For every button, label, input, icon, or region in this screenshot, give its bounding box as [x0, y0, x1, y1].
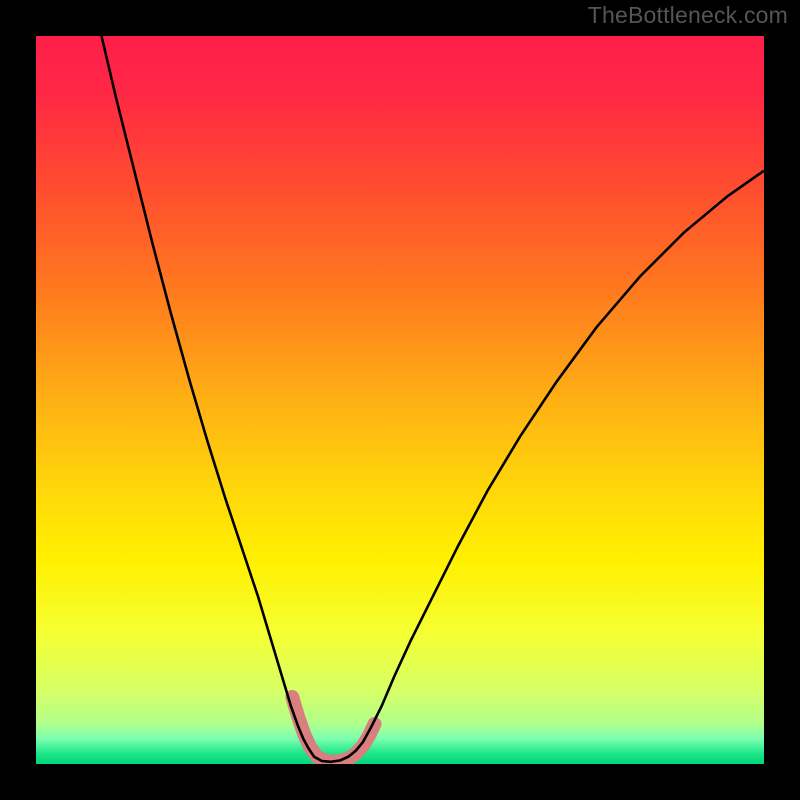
watermark-text: TheBottleneck.com	[588, 2, 788, 29]
plot-background	[36, 36, 764, 764]
plot-area	[36, 36, 764, 764]
chart-svg	[36, 36, 764, 764]
chart-outer-frame: TheBottleneck.com	[0, 0, 800, 800]
